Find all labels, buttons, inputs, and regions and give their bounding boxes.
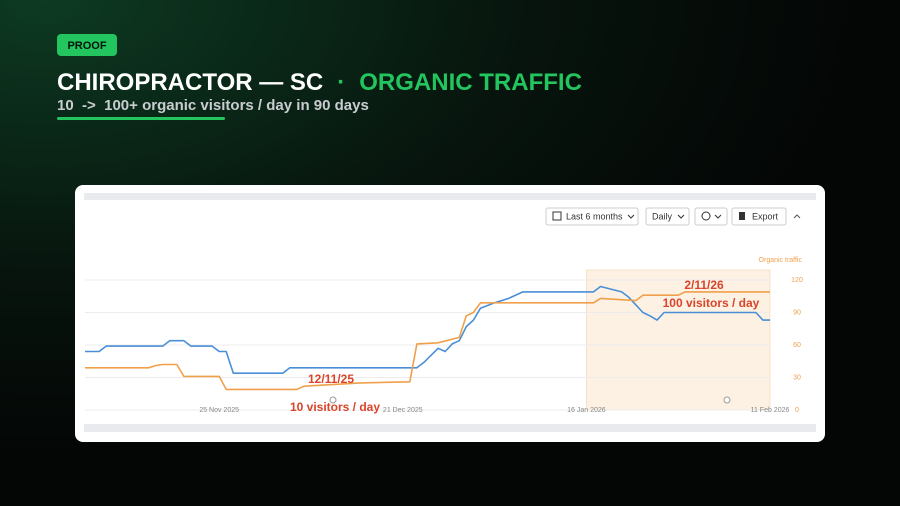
- annotation: 10 visitors / day: [290, 400, 380, 414]
- y-tick-label: 120: [791, 277, 803, 284]
- x-tick-label: 16 Jan 2026: [567, 407, 606, 414]
- comment-button[interactable]: [694, 207, 728, 226]
- export-icon: [739, 212, 745, 220]
- interval-button[interactable]: [645, 207, 690, 226]
- range-button[interactable]: [545, 207, 639, 226]
- x-tick-label: 21 Dec 2025: [383, 407, 423, 414]
- annotations: 12/11/25 10 visitors / day 2/11/26 100 v…: [290, 278, 760, 414]
- interval-text: Daily: [652, 211, 673, 221]
- title-highlight: ORGANIC TRAFFIC: [359, 69, 582, 96]
- export-button[interactable]: [731, 207, 787, 226]
- y-axis-label: Organic traffic: [759, 257, 803, 264]
- x-tick-label: 11 Feb 2026: [751, 407, 790, 414]
- y-tick-label: 60: [793, 342, 801, 349]
- toolbar: Last 6 months Daily Export: [545, 207, 801, 226]
- chevron: [677, 214, 685, 219]
- chevron: [627, 214, 635, 219]
- range-text: Last 6 months: [566, 211, 623, 221]
- chevron: [714, 214, 722, 219]
- x-tick-label: 25 Nov 2025: [199, 407, 239, 414]
- series-line: [85, 291, 770, 391]
- y-tick-label: 30: [793, 374, 801, 381]
- badge: [57, 34, 117, 56]
- y-tick-label: 0: [795, 407, 799, 414]
- title-main: CHIROPRACTOR — SC: [57, 69, 323, 96]
- note-marker[interactable]: [723, 396, 731, 404]
- card-frame-top: [84, 193, 816, 200]
- title: CHIROPRACTOR — SC · ORGANIC TRAFFIC: [57, 69, 582, 96]
- card-frame-bottom: [84, 424, 816, 432]
- title-separator: ·: [337, 69, 345, 96]
- y-tick-label: 90: [793, 309, 801, 316]
- collapse[interactable]: [793, 214, 801, 219]
- plot: 0 30 60 90 120 25 Nov 2025 21 Dec 2025 16 Jan 2…: [85, 269, 803, 414]
- highlight-range: [586, 269, 771, 411]
- badge-text: PROOF: [67, 40, 106, 52]
- comment-icon: [701, 211, 711, 221]
- export-text: Export: [752, 211, 779, 221]
- note-marker[interactable]: [329, 396, 337, 404]
- annotation: 12/11/25: [308, 372, 354, 386]
- subtitle: 10 -> 100+ organic visitors / day in 90 …: [57, 97, 369, 114]
- series-line: [85, 285, 770, 374]
- underline: [57, 117, 225, 120]
- annotation: 100 visitors / day: [663, 296, 760, 310]
- annotation: 2/11/26: [684, 278, 724, 292]
- calendar-icon: [552, 211, 562, 221]
